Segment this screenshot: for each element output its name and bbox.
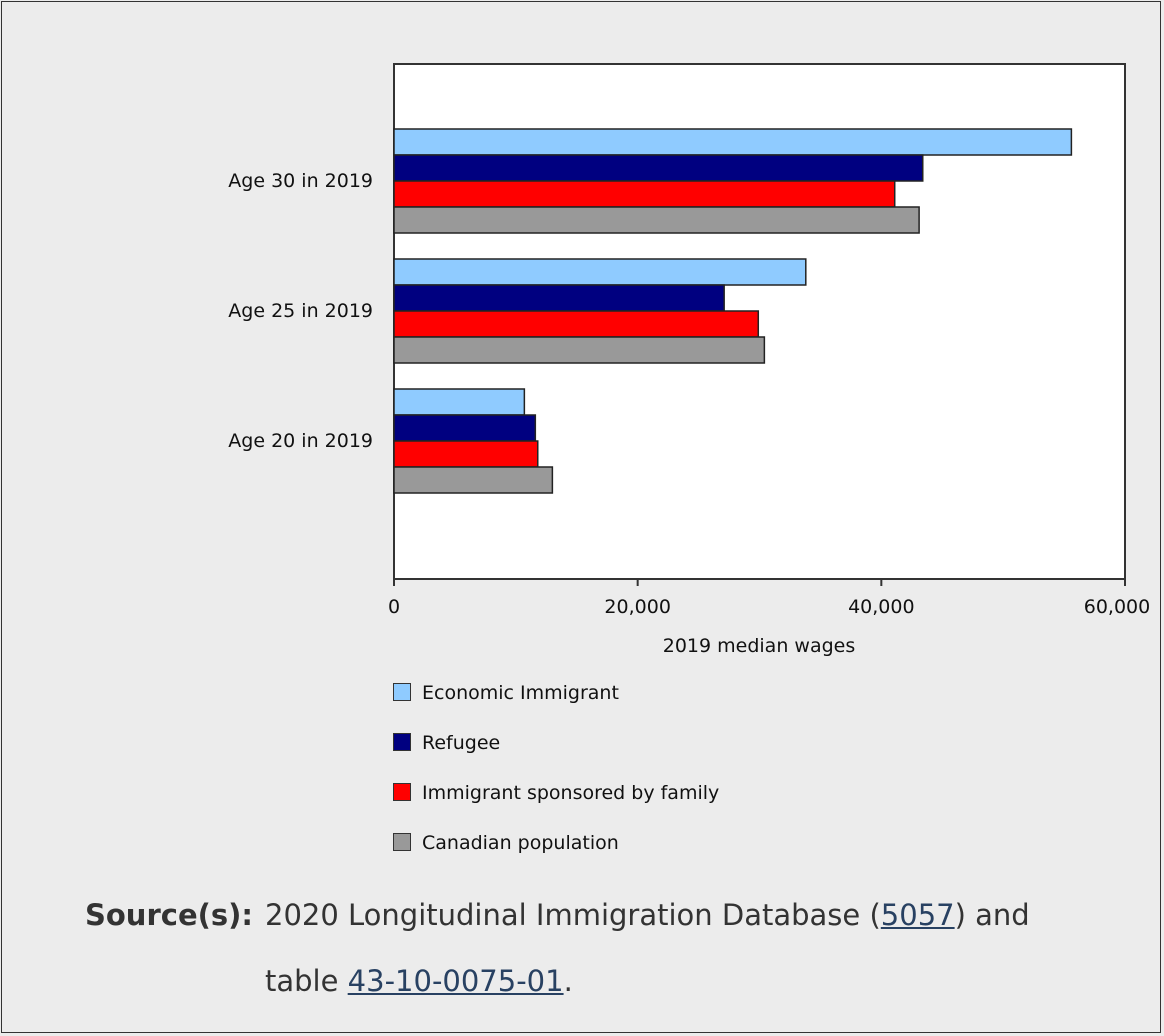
bar-economic-immigrant-1 — [393, 128, 1073, 156]
legend-swatch — [393, 833, 411, 851]
source-link-5057[interactable]: 5057 — [880, 898, 955, 932]
legend-label: Refugee — [422, 732, 501, 754]
bar-immigrant-sponsored-by-family-2 — [393, 310, 760, 338]
legend-swatch — [393, 683, 411, 701]
category-label: Age 25 in 2019 — [228, 300, 373, 322]
bar-immigrant-sponsored-by-family-3 — [393, 440, 539, 468]
x-tick-label: 60,000 — [1084, 596, 1150, 618]
bar-canadian-population-2 — [393, 336, 766, 364]
source-text-2: table — [265, 964, 348, 998]
bar-refugee-2 — [393, 284, 725, 312]
bar-immigrant-sponsored-by-family-1 — [393, 180, 896, 208]
bar-canadian-population-3 — [393, 466, 554, 494]
legend-label: Economic Immigrant — [422, 682, 619, 704]
source-heading: Source(s): — [85, 898, 253, 932]
legend-swatch — [393, 733, 411, 751]
source-link-table[interactable]: 43-10-0075-01 — [347, 964, 564, 998]
legend-swatch — [393, 783, 411, 801]
source-line-1: 2020 Longitudinal Immigration Database (… — [265, 892, 1030, 938]
legend-label: Canadian population — [422, 832, 619, 854]
legend-label: Immigrant sponsored by family — [422, 782, 720, 804]
bar-refugee-3 — [393, 414, 537, 442]
source-text-1-after: ) and — [954, 898, 1030, 932]
source-text-2-after: . — [563, 964, 573, 998]
bar-economic-immigrant-3 — [393, 388, 526, 416]
source-line-2: table 43-10-0075-01. — [265, 958, 573, 1004]
category-label: Age 20 in 2019 — [228, 430, 373, 452]
x-tick-label: 40,000 — [848, 596, 914, 618]
bar-refugee-1 — [393, 154, 924, 182]
x-axis-label: 2019 median wages — [663, 635, 856, 657]
category-labels: Age 30 in 2019 Age 25 in 2019 Age 20 in 20… — [228, 170, 373, 452]
source-text-1: 2020 Longitudinal Immigration Database ( — [265, 898, 881, 932]
bar-chart: Age 30 in 2019 Age 25 in 2019 Age 20 in 20… — [228, 63, 1150, 657]
category-label: Age 30 in 2019 — [228, 170, 373, 192]
bar-canadian-population-1 — [393, 206, 920, 234]
x-axis-ticks: 0 20,000 40,000 60,000 — [388, 579, 1150, 618]
bar-economic-immigrant-2 — [393, 258, 807, 286]
bars-group — [393, 128, 1073, 494]
x-tick-label: 0 — [388, 596, 400, 618]
x-tick-label: 20,000 — [604, 596, 670, 618]
